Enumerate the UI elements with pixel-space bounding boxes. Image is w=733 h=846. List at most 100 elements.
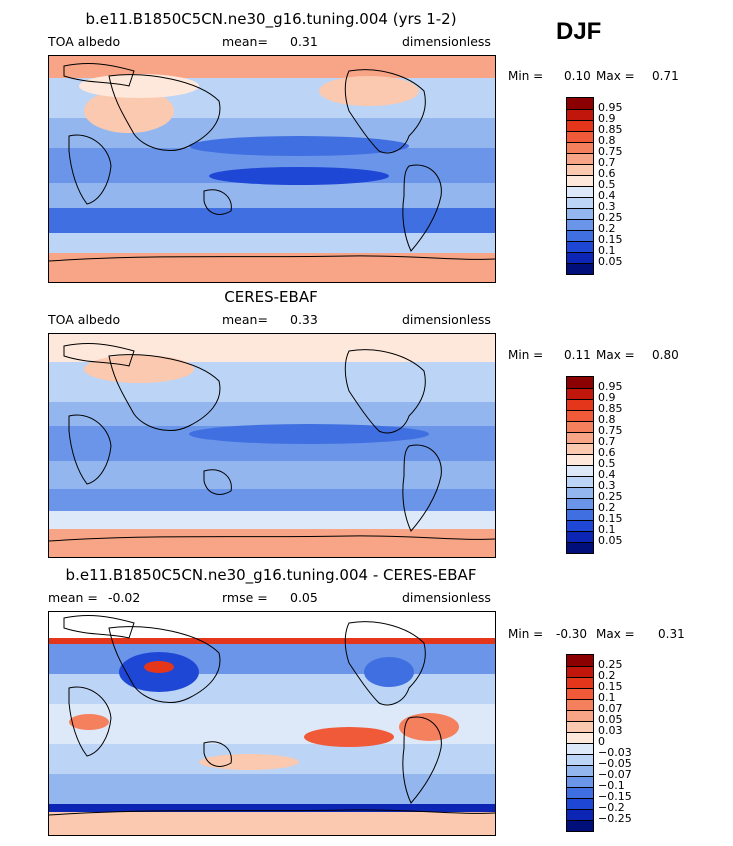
colorbar-swatch xyxy=(567,109,593,120)
panel-3-title: b.e11.B1850C5CN.ne30_g16.tuning.004 - CE… xyxy=(65,566,477,584)
panel-2-title: CERES-EBAF xyxy=(224,288,318,306)
colorbar-label: 0.3 xyxy=(598,479,616,492)
panel-3-min-label: Min = xyxy=(508,627,544,641)
colorbar-label: 0.8 xyxy=(598,413,616,426)
panel-3-max-label: Max = xyxy=(596,627,635,641)
colorbar-swatch xyxy=(567,120,593,131)
colorbar-swatch xyxy=(567,765,593,776)
colorbar-swatch xyxy=(567,487,593,498)
panel-2-mean-label: mean= xyxy=(222,312,268,327)
colorbar-label: 0.8 xyxy=(598,134,616,147)
colorbar-swatch xyxy=(567,197,593,208)
colorbar-label: −0.03 xyxy=(598,746,632,759)
colorbar-label: 0.1 xyxy=(598,244,616,257)
colorbar-swatch xyxy=(567,520,593,531)
colorbar-swatch xyxy=(567,153,593,164)
colorbar-swatch xyxy=(567,230,593,241)
colorbar-label: 0.05 xyxy=(598,713,623,726)
colorbar-label: 0.25 xyxy=(598,490,623,503)
panel-2-units: dimensionless xyxy=(402,312,491,327)
colorbar-label: −0.07 xyxy=(598,768,632,781)
colorbar-label: 0.7 xyxy=(598,156,616,169)
colorbar-label: 0.95 xyxy=(598,380,623,393)
panel-3-rmse-value: 0.05 xyxy=(290,590,318,605)
panel-1-units: dimensionless xyxy=(402,34,491,49)
colorbar-label: 0.9 xyxy=(598,112,616,125)
colorbar-label: 0.6 xyxy=(598,446,616,459)
colorbar-label: 0.9 xyxy=(598,391,616,404)
panel-1-albedo-field xyxy=(49,56,495,282)
colorbar-swatch xyxy=(567,677,593,688)
colorbar-label: 0.95 xyxy=(598,101,623,114)
colorbar-swatch xyxy=(567,175,593,186)
colorbar-swatch xyxy=(567,655,593,666)
panel-1-max-label: Max = xyxy=(596,69,635,83)
colorbar-label: 0.07 xyxy=(598,702,623,715)
panel-3-max-value: 0.31 xyxy=(658,627,685,641)
colorbar-label: 0.5 xyxy=(598,457,616,470)
colorbar-swatch xyxy=(567,142,593,153)
panel-2-max-label: Max = xyxy=(596,348,635,362)
colorbar-swatch xyxy=(567,732,593,743)
colorbar-swatch xyxy=(567,542,593,553)
panel-3-colorbar-labels: 0.25 0.2 0.15 0.1 0.07 0.05 0.03 0 −0.03 −0.05 −0.… xyxy=(598,654,658,830)
panel-1-variable-label: TOA albedo xyxy=(48,34,121,49)
colorbar-label: 0.75 xyxy=(598,424,623,437)
colorbar-label: 0.2 xyxy=(598,222,616,235)
colorbar-swatch xyxy=(567,263,593,274)
colorbar-swatch xyxy=(567,131,593,142)
colorbar-swatch xyxy=(567,432,593,443)
colorbar-swatch xyxy=(567,531,593,542)
colorbar-swatch xyxy=(567,186,593,197)
colorbar-label: 0.05 xyxy=(598,534,623,547)
colorbar-label: 0.4 xyxy=(598,468,616,481)
colorbar-label: 0.85 xyxy=(598,123,623,136)
colorbar-swatch xyxy=(567,798,593,809)
panel-1-min-value: 0.10 xyxy=(564,69,591,83)
colorbar-label: −0.15 xyxy=(598,790,632,803)
colorbar-label: 0.75 xyxy=(598,145,623,158)
panel-1-map xyxy=(48,55,496,283)
colorbar-swatch xyxy=(567,399,593,410)
panel-1-mean-label: mean= xyxy=(222,34,268,49)
panel-3-units: dimensionless xyxy=(402,590,491,605)
colorbar-label: 0.05 xyxy=(598,255,623,268)
colorbar-label: −0.25 xyxy=(598,812,632,825)
colorbar-swatch xyxy=(567,820,593,831)
colorbar-swatch xyxy=(567,454,593,465)
panel-3-difference-field xyxy=(49,612,495,835)
panel-1-colorbar-labels: 0.95 0.9 0.85 0.8 0.75 0.7 0.6 0.5 0.4 0.3 0.25 0.2… xyxy=(598,97,658,273)
panel-2-colorbar-labels: 0.95 0.9 0.85 0.8 0.75 0.7 0.6 0.5 0.4 0.3 0.25 0.2… xyxy=(598,376,658,552)
panel-1-colorbar xyxy=(566,97,594,275)
colorbar-swatch xyxy=(567,377,593,388)
colorbar-label: 0.85 xyxy=(598,402,623,415)
panel-2-albedo-field xyxy=(49,334,495,557)
panel-1-min-label: Min = xyxy=(508,69,544,83)
panel-3-min-value: -0.30 xyxy=(556,627,588,641)
colorbar-swatch xyxy=(567,443,593,454)
panel-1-max-value: 0.71 xyxy=(652,69,679,83)
colorbar-swatch xyxy=(567,509,593,520)
colorbar-label: −0.2 xyxy=(598,801,625,814)
panel-3-mean-value: -0.02 xyxy=(108,590,141,605)
colorbar-label: 0.4 xyxy=(598,189,616,202)
colorbar-swatch xyxy=(567,421,593,432)
panel-3-colorbar xyxy=(566,654,594,832)
colorbar-swatch xyxy=(567,498,593,509)
colorbar-swatch xyxy=(567,164,593,175)
colorbar-label: 0.15 xyxy=(598,680,623,693)
colorbar-label: 0.6 xyxy=(598,167,616,180)
colorbar-swatch xyxy=(567,476,593,487)
colorbar-swatch xyxy=(567,388,593,399)
panel-2-variable-label: TOA albedo xyxy=(48,312,121,327)
panel-3-rmse-label: rmse = xyxy=(222,590,268,605)
colorbar-swatch xyxy=(567,688,593,699)
panel-1-mean-value: 0.31 xyxy=(290,34,318,49)
colorbar-swatch xyxy=(567,252,593,263)
colorbar-label: 0 xyxy=(598,735,605,748)
colorbar-label: 0.7 xyxy=(598,435,616,448)
panel-2-colorbar xyxy=(566,376,594,554)
colorbar-swatch xyxy=(567,754,593,765)
panel-2-mean-value: 0.33 xyxy=(290,312,318,327)
colorbar-label: −0.1 xyxy=(598,779,625,792)
